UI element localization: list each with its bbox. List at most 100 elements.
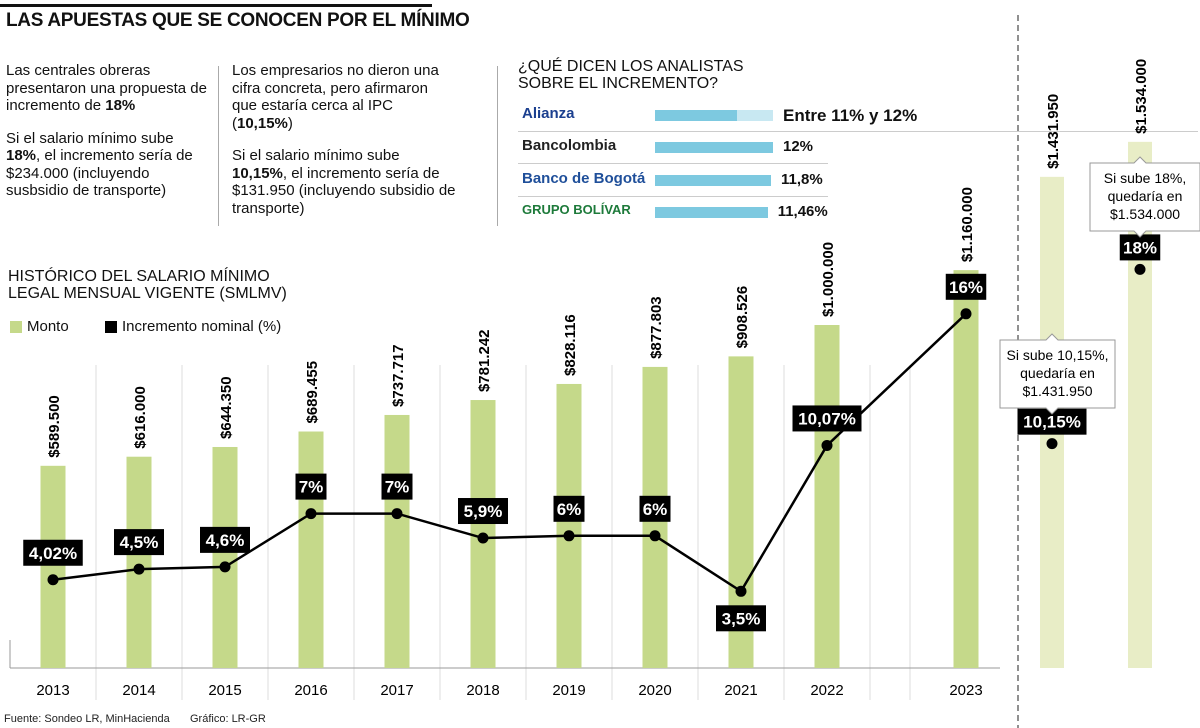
increment-label: 7% [299,478,324,497]
increment-label: 4,02% [29,544,77,563]
analysts-heading: ¿QUÉ DICEN LOS ANALISTAS SOBRE EL INCREM… [518,58,744,92]
bar [212,446,238,668]
increment-point [821,439,833,451]
increment-label-box [458,498,508,525]
text: Si el salario mínimo sube [232,147,400,164]
text: Las centrales obreras presentaron una pr… [6,62,207,114]
increment-label-box [553,495,585,522]
increment-label-box [23,539,83,566]
bar [40,465,66,668]
x-tick-label: 2014 [122,682,155,699]
divider [218,66,219,226]
increment-label: 18% [1123,238,1157,257]
increment-label-box [639,495,671,522]
legend-label: Monto [27,318,69,335]
increment-label: 6% [557,500,582,519]
text: ¿QUÉ DICEN LOS ANALISTAS [518,58,744,75]
callout-text: $1.534.000 [1110,206,1180,222]
row-divider [518,163,828,164]
bar-value-label: $644.350 [218,376,235,439]
increment-label: 10,15% [1023,413,1081,432]
analyst-name: Bancolombia [522,137,617,154]
x-tick-label: 2019 [552,682,585,699]
text: 18% [6,147,37,164]
projection-point [1046,438,1058,450]
bar-value-label: $737.717 [390,344,407,407]
increment-label: 4,5% [120,533,159,552]
increment-point [477,532,489,544]
increment-point [305,508,317,520]
increment-label-box [716,605,766,632]
increment-point [133,563,145,575]
callout-text: quedaría en [1108,188,1183,204]
projection-amount-label: $1.534.000 [1133,59,1150,134]
text: Los empresarios no dieron una cifra conc… [232,62,439,132]
analyst-bar [655,110,737,121]
analyst-name: GRUPO BOLÍVAR [522,202,631,217]
callout-text: $1.431.950 [1022,383,1092,399]
credit: Gráfico: LR-GR [190,713,266,725]
x-tick-label: 2020 [638,682,671,699]
bar-value-label: $828.116 [562,314,579,376]
callout-box [1089,156,1200,238]
increment-label-box [945,273,987,300]
row-divider [518,131,1198,132]
x-tick-label: 2015 [208,682,241,699]
legend-monto: Monto [10,318,69,335]
bar-value-label: $781.242 [476,329,493,392]
analyst-bar [655,175,772,186]
text: , el incremento sería de $234.000 (inclu… [6,147,193,199]
legend-swatch [10,320,22,333]
x-tick-label: 2023 [949,682,982,699]
x-tick-label: 2013 [36,682,69,699]
bar-value-label: $877.803 [648,296,665,359]
text: 10,15% [237,114,288,132]
x-tick-label: 2022 [810,682,843,699]
chart-heading: HISTÓRICO DEL SALARIO MÍNIMO LEGAL MENSU… [8,268,287,302]
analyst-value: 11,8% [781,171,823,188]
x-tick-label: 2017 [380,682,413,699]
x-tick-label: 2016 [294,682,327,699]
analyst-name: Alianza [522,105,575,122]
source: Fuente: Sondeo LR, MinHacienda [4,713,170,725]
divider [497,66,498,226]
increment-label: 10,07% [798,409,856,428]
text: 18% [105,97,136,114]
increment-point [391,508,403,520]
bar-value-label: $1.000.000 [820,242,837,317]
increment-label: 6% [643,500,668,519]
increment-point [649,530,661,542]
bar-value-label: $616.000 [132,386,149,449]
increment-label-box [1119,234,1161,261]
projection-amount-label: $1.431.950 [1045,94,1062,169]
bar [556,383,582,668]
projection-point [1134,263,1146,275]
text: 10,15% [232,164,283,182]
text: SOBRE EL INCREMENTO? [518,75,719,92]
unions-text: Las centrales obreras presentaron una pr… [6,62,211,215]
bar [384,414,410,668]
callout-text: quedaría en [1020,365,1095,381]
increment-label-box [792,405,862,432]
bar-value-label: $589.500 [46,395,63,458]
increment-point [960,308,972,320]
employers-text: Los empresarios no dieron una cifra conc… [232,62,457,232]
title-rule [0,4,432,7]
increment-point [219,561,231,573]
callout-text: Si sube 18%, [1104,170,1187,186]
increment-label-box [381,473,413,500]
increment-label: 16% [949,278,983,297]
increment-point [735,585,747,597]
text: Si el salario mínimo sube [6,129,174,147]
text: ) [287,114,293,132]
increment-point [47,574,59,586]
bar [953,270,979,668]
text: HISTÓRICO DEL SALARIO MÍNIMO [8,268,270,285]
callout-text: Si sube 10,15%, [1007,347,1109,363]
increment-point [563,530,575,542]
analyst-value: 11,46% [777,203,828,220]
analyst-bar [655,142,773,153]
increment-label-box [200,526,250,553]
text: , el incremento sería de $131.950 (inclu… [232,164,456,217]
